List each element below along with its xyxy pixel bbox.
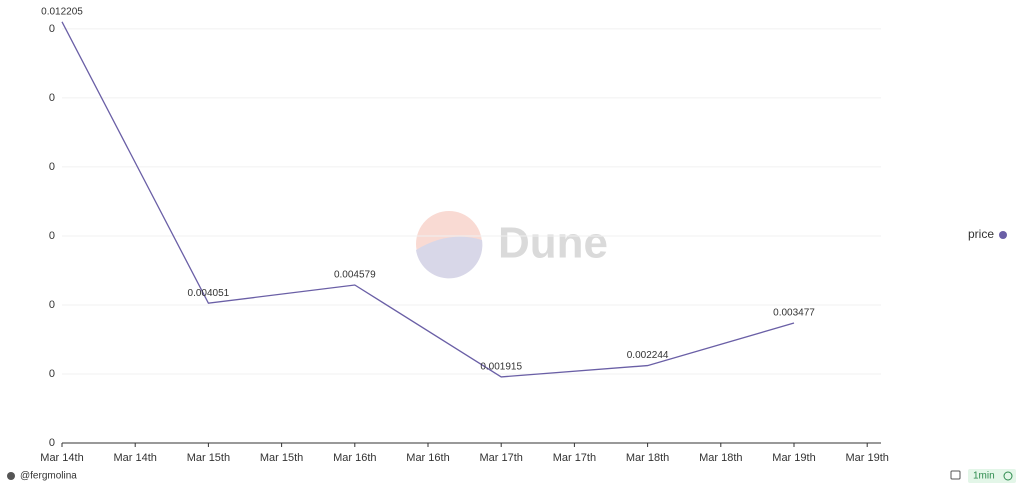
- data-label: 0.012205: [41, 6, 83, 17]
- legend-swatch: [999, 231, 1007, 239]
- x-tick-label: Mar 17th: [553, 452, 596, 464]
- x-tick-label: Mar 16th: [406, 452, 449, 464]
- data-label: 0.003477: [773, 308, 815, 319]
- refresh-badge: [968, 469, 1016, 483]
- x-tick-label: Mar 18th: [699, 452, 742, 464]
- y-tick-label: 0: [49, 368, 55, 380]
- data-label: 0.001915: [480, 362, 522, 373]
- x-tick-label: Mar 17th: [479, 452, 522, 464]
- y-tick-label: 0: [49, 230, 55, 242]
- x-tick-label: Mar 19th: [772, 452, 815, 464]
- data-label: 0.004051: [188, 288, 230, 299]
- y-tick-label: 0: [49, 299, 55, 311]
- x-tick-label: Mar 14th: [40, 452, 83, 464]
- data-label: 0.002244: [627, 350, 669, 361]
- x-tick-label: Mar 18th: [626, 452, 669, 464]
- x-tick-label: Mar 14th: [113, 452, 156, 464]
- x-tick-label: Mar 16th: [333, 452, 376, 464]
- refresh-label: 1min: [973, 471, 995, 482]
- x-tick-label: Mar 15th: [187, 452, 230, 464]
- refresh-icon: [1003, 471, 1013, 481]
- data-label: 0.004579: [334, 270, 376, 281]
- y-tick-label: 0: [49, 23, 55, 35]
- watermark-text: Dune: [498, 219, 608, 268]
- y-tick-label: 0: [49, 161, 55, 173]
- author[interactable]: @fergmolina: [20, 471, 77, 482]
- legend-label[interactable]: price: [968, 227, 994, 241]
- x-tick-label: Mar 15th: [260, 452, 303, 464]
- watermark-logo-part: [416, 236, 483, 279]
- watermark: Dune: [416, 211, 608, 279]
- x-tick-label: Mar 19th: [845, 452, 888, 464]
- camera-icon[interactable]: [950, 470, 961, 480]
- avatar: [7, 472, 15, 480]
- y-tick-label: 0: [49, 92, 55, 104]
- price-line: [61, 21, 795, 378]
- y-tick-label: 0: [49, 437, 55, 449]
